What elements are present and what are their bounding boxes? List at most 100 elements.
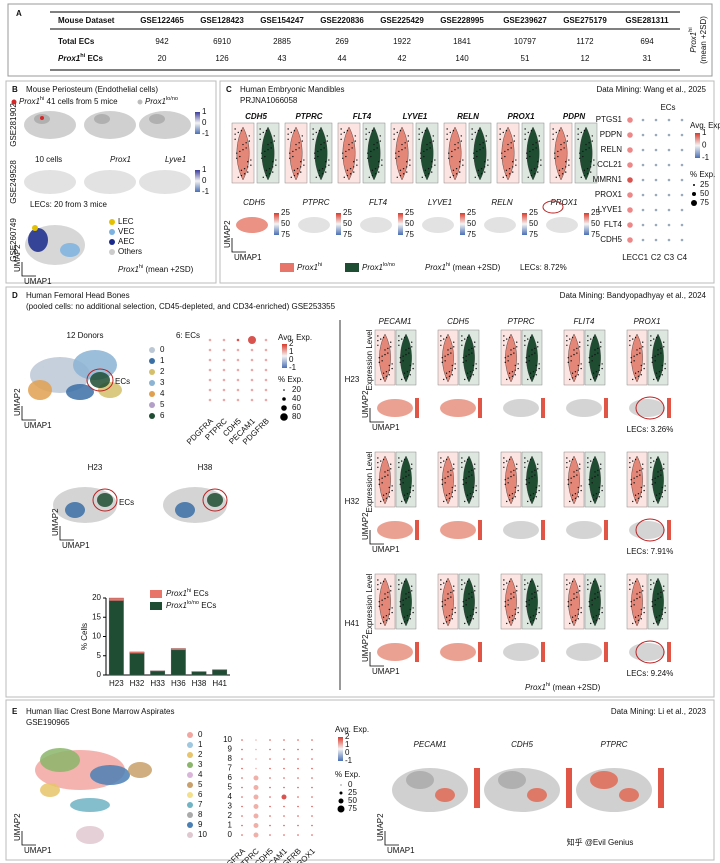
violin-point <box>527 378 529 381</box>
violin-point <box>632 460 634 462</box>
violin-point <box>388 496 390 498</box>
label: Prox1hi (mean +2SD) <box>525 682 601 692</box>
violin-point <box>388 618 390 620</box>
violin-point <box>514 486 516 489</box>
violin-point <box>634 580 637 583</box>
dot <box>253 794 259 800</box>
dot <box>667 118 671 122</box>
violin-point <box>508 336 511 339</box>
violin-point <box>511 614 514 617</box>
violin <box>342 126 356 181</box>
colorbar <box>478 520 482 540</box>
violin-point <box>388 364 390 367</box>
violin-point <box>349 167 352 170</box>
violin-point <box>566 457 568 459</box>
violin-point <box>409 613 411 615</box>
label: PROX1 <box>595 190 623 199</box>
violin-point <box>300 171 302 173</box>
violin-point <box>390 468 392 470</box>
legend-dot <box>280 413 288 421</box>
violin-point <box>570 604 572 606</box>
violin-point <box>480 173 483 175</box>
violin-point <box>296 167 299 170</box>
dot <box>283 824 285 827</box>
violin-point <box>402 599 404 601</box>
violin-point <box>511 375 514 378</box>
label: 75 <box>700 198 709 207</box>
highlight <box>542 200 564 214</box>
label: GSE190965 <box>26 718 70 727</box>
violin-point <box>270 142 272 144</box>
violin <box>579 126 593 181</box>
violin-point <box>462 164 464 166</box>
violin-point <box>409 164 411 166</box>
label: FLT4 <box>604 220 623 229</box>
violin <box>589 577 601 627</box>
violin-point <box>570 360 572 362</box>
label: -1 <box>202 187 210 196</box>
violin-point <box>387 347 389 350</box>
violin-point <box>592 372 595 374</box>
violin-point <box>443 460 445 462</box>
violin-point <box>477 169 480 172</box>
violin-point <box>580 176 582 178</box>
violin-point <box>343 176 345 178</box>
violin-point <box>354 140 356 142</box>
violin-point <box>446 133 448 135</box>
legend-label: Prox1lo/no ECs <box>166 600 216 610</box>
label: PROX1 <box>507 112 535 121</box>
violin-point <box>446 138 448 141</box>
legend-dot <box>187 782 193 788</box>
violin-point <box>406 370 409 373</box>
violin-point <box>345 150 347 153</box>
violin-point <box>312 133 314 135</box>
violin-point <box>373 143 375 146</box>
violin <box>589 333 601 383</box>
dot <box>311 786 313 789</box>
violin-point <box>381 477 383 479</box>
umap-axis <box>231 238 246 253</box>
violin-point <box>401 460 403 462</box>
violin-point <box>349 173 352 175</box>
violin-point <box>639 596 641 598</box>
violin-point <box>292 155 294 158</box>
violin-point <box>388 374 390 376</box>
text-part: Prox1 <box>118 265 139 274</box>
violin-point <box>658 619 661 622</box>
dot <box>269 739 271 741</box>
violin-point <box>320 148 322 151</box>
violin-point <box>532 614 535 617</box>
violin-point <box>399 169 402 172</box>
label: UMAP1 <box>24 421 52 430</box>
colorbar <box>415 398 419 418</box>
violin-point <box>412 607 414 609</box>
violin-point <box>540 159 542 161</box>
label: -1 <box>289 363 297 372</box>
label: 6 <box>228 773 233 782</box>
violin-point <box>504 479 506 481</box>
violin-point <box>377 588 379 591</box>
label: 25 <box>467 208 476 217</box>
dot <box>236 398 240 402</box>
violin-point <box>655 621 658 623</box>
dot <box>654 163 658 167</box>
violin-point <box>558 174 561 177</box>
violin-point <box>461 457 463 459</box>
violin <box>568 333 580 383</box>
label: LECs: 8.72% <box>520 263 567 272</box>
violin-point <box>318 169 321 172</box>
violin-point <box>300 161 302 163</box>
violin-point <box>588 479 590 481</box>
violin-point <box>381 599 383 601</box>
violin-point <box>237 131 239 134</box>
label: LECs: 7.91% <box>627 547 674 556</box>
violin-point <box>657 593 659 595</box>
umap-cluster <box>149 114 165 124</box>
label: UMAP2 <box>361 512 370 540</box>
violin-point <box>448 370 451 373</box>
violin-point <box>588 483 590 486</box>
violin-point <box>379 135 381 137</box>
violin-point <box>368 131 370 134</box>
umap-cluster <box>298 217 330 233</box>
